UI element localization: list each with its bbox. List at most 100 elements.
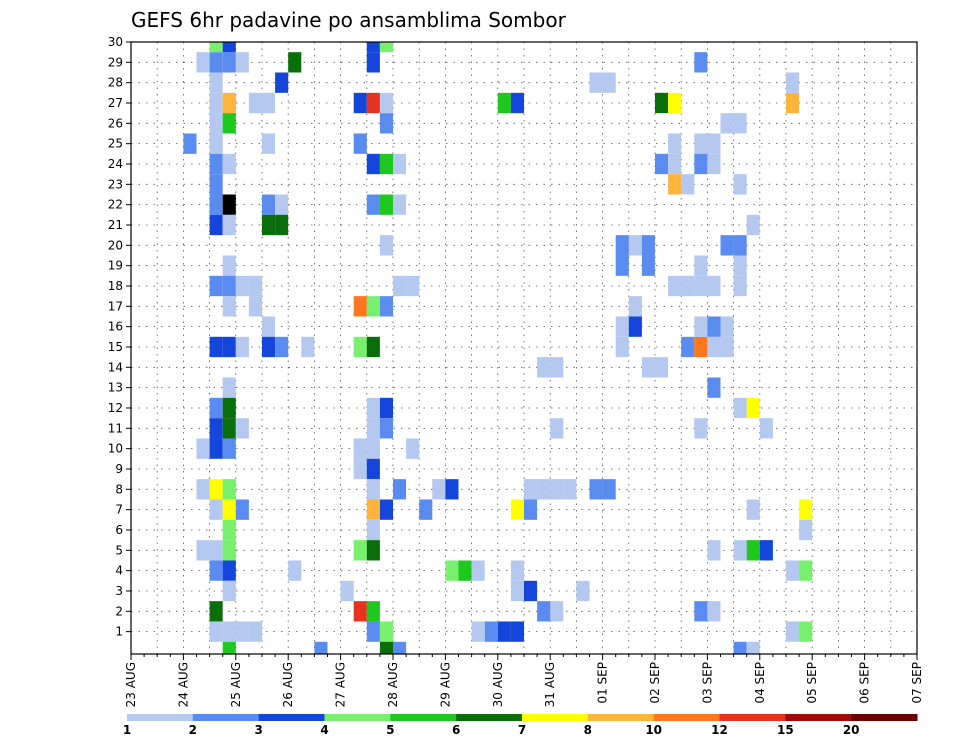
legend-swatch [324, 714, 391, 721]
heatmap-cell [406, 438, 420, 459]
heatmap-cell [720, 336, 734, 358]
y-tick-label: 23 [108, 177, 123, 191]
heatmap-cell [681, 336, 695, 358]
heatmap-cell [222, 214, 236, 236]
heatmap-cell [379, 235, 393, 256]
x-tick-label: 03 SEP [700, 662, 714, 704]
heatmap-cell [209, 72, 223, 93]
y-tick-label: 9 [115, 462, 123, 476]
legend-swatch [785, 714, 852, 721]
heatmap-cell [235, 52, 249, 73]
y-tick-label: 15 [108, 340, 123, 354]
heatmap-cell [471, 621, 485, 642]
heatmap-cell [353, 458, 367, 480]
heatmap-cell [222, 255, 236, 276]
legend-swatch [587, 714, 655, 721]
heatmap-cell [366, 479, 380, 500]
heatmap-cell [353, 296, 367, 317]
legend-swatch [390, 714, 457, 721]
y-tick-label: 1 [115, 625, 123, 639]
heatmap-cell [720, 235, 734, 256]
heatmap-cell [301, 336, 315, 358]
heatmap-cell [262, 92, 276, 114]
y-tick-label: 11 [108, 421, 123, 435]
legend-label: 8 [584, 723, 592, 737]
x-tick-label: 06 SEP [858, 662, 872, 704]
heatmap-cell [720, 316, 734, 337]
heatmap-cell [799, 519, 813, 541]
y-tick-label: 22 [108, 198, 123, 212]
heatmap-cell [615, 336, 629, 358]
heatmap-cell [248, 275, 262, 297]
heatmap-cell [432, 479, 446, 500]
heatmap-cell [537, 357, 551, 378]
heatmap-cell [235, 499, 249, 520]
x-tick-label: 26 AUG [281, 662, 295, 707]
heatmap-cell [222, 113, 236, 134]
heatmap-cell [209, 214, 223, 236]
heatmap-cell [746, 397, 760, 419]
heatmap-cell [550, 479, 564, 500]
y-tick-label: 27 [108, 96, 123, 110]
x-tick-label: 23 AUG [124, 662, 138, 707]
heatmap-cell [602, 72, 616, 93]
y-tick-label: 28 [108, 76, 123, 90]
legend-swatch [192, 714, 260, 721]
x-tick-label: 04 SEP [753, 662, 767, 704]
x-tick-label: 30 AUG [491, 662, 505, 707]
heatmap-cell [366, 621, 380, 642]
heatmap-cell [366, 296, 380, 317]
heatmap-cell [314, 641, 328, 654]
x-tick-label: 27 AUG [334, 662, 348, 707]
legend-label: 12 [711, 723, 728, 737]
y-tick-label: 24 [108, 157, 123, 171]
heatmap-cell [707, 153, 721, 175]
heatmap-cell [707, 316, 721, 337]
y-tick-label: 7 [115, 503, 123, 517]
y-tick-label: 12 [108, 401, 123, 415]
heatmap-cell [615, 255, 629, 276]
heatmap-cell [248, 92, 262, 114]
heatmap-cell [550, 601, 564, 622]
legend-swatch [258, 714, 325, 721]
heatmap-cell [510, 621, 524, 642]
heatmap-cell [733, 255, 747, 276]
x-tick-label: 24 AUG [176, 662, 190, 707]
heatmap-cell [353, 540, 367, 561]
heatmap-cell [209, 52, 223, 73]
heatmap-cell [510, 560, 524, 581]
heatmap-cell [655, 357, 669, 378]
heatmap-cell [615, 235, 629, 256]
heatmap-cell [366, 92, 380, 114]
legend-label: 6 [452, 723, 460, 737]
heatmap-cell [209, 133, 223, 154]
heatmap-cell [707, 336, 721, 358]
heatmap-cell [353, 336, 367, 358]
heatmap-cell [262, 214, 276, 236]
y-tick-label: 25 [108, 137, 123, 151]
legend-label: 20 [843, 723, 860, 737]
heatmap-cell [524, 580, 538, 602]
heatmap-cell [209, 397, 223, 419]
heatmap-cell [222, 42, 236, 53]
heatmap-cell [694, 255, 708, 276]
heatmap-cell [694, 418, 708, 439]
heatmap-cell [222, 499, 236, 520]
heatmap-cell [615, 316, 629, 337]
heatmap-cell [733, 397, 747, 419]
heatmap-cell [550, 418, 564, 439]
heatmap-cell [471, 560, 485, 581]
heatmap-cell [379, 418, 393, 439]
heatmap-cell [379, 641, 393, 654]
heatmap-cell [406, 275, 420, 297]
heatmap-cell [393, 275, 407, 297]
legend-swatch [127, 714, 194, 721]
heatmap-cell [366, 519, 380, 541]
legend-label: 7 [518, 723, 526, 737]
heatmap-cell [209, 438, 223, 459]
heatmap-cell [379, 153, 393, 175]
heatmap-cell [222, 641, 236, 654]
y-axis-ticks: 1234567891011121314151617181920212223242… [108, 35, 131, 639]
heatmap-cell [222, 560, 236, 581]
